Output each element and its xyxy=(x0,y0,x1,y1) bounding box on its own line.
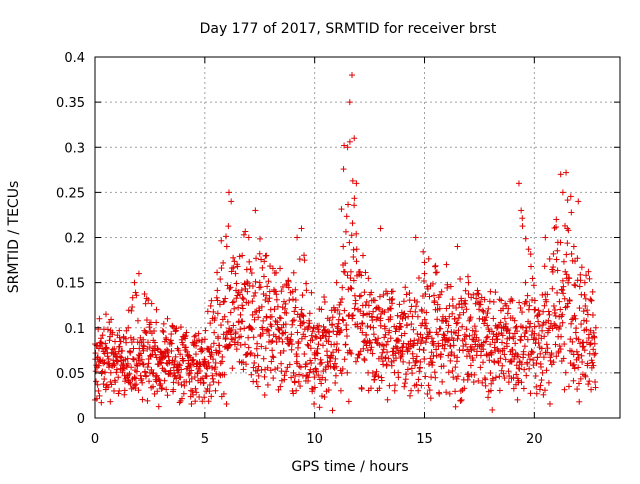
chart: 00.050.10.150.20.250.30.350.405101520 Da… xyxy=(0,0,640,480)
scatter-plot: 00.050.10.150.20.250.30.350.405101520 Da… xyxy=(0,0,640,480)
